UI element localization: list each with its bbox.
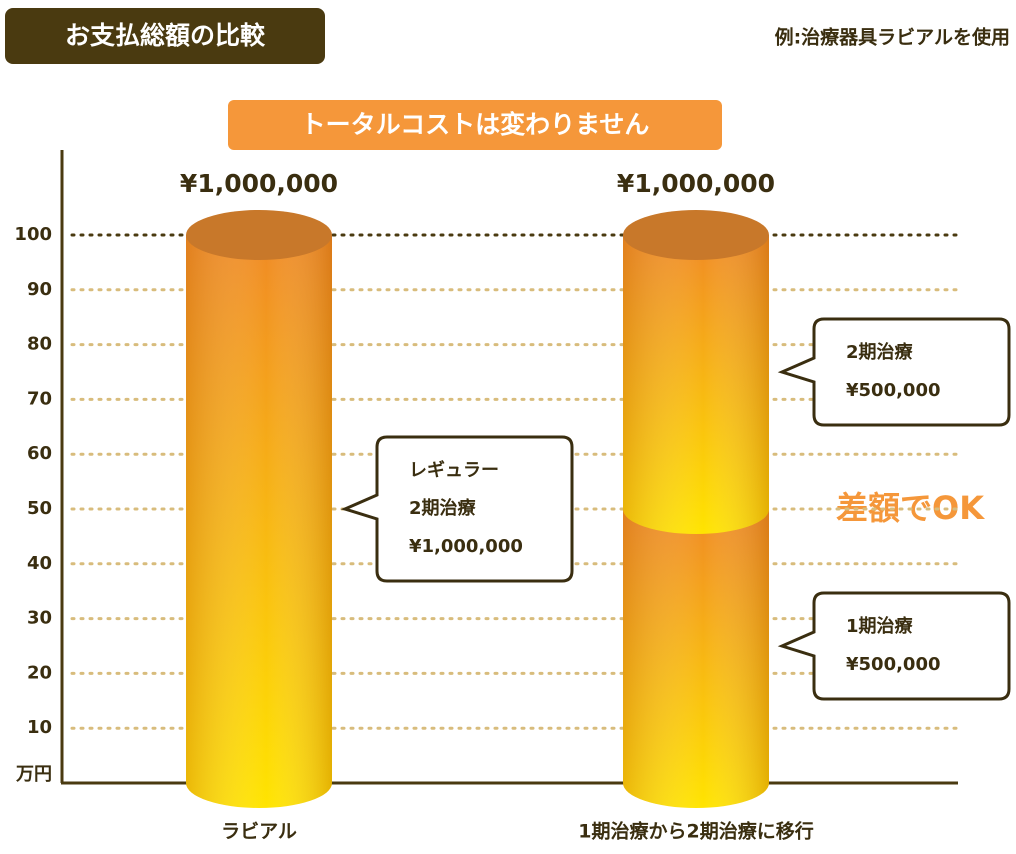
title-box [5,8,325,64]
callout-value: ¥500,000 [846,654,941,675]
callout-box [777,317,1011,427]
callout-name: 1期治療 [846,615,914,637]
banner-box [228,100,722,150]
y-tick-label: 100 [14,224,52,245]
y-tick-label: 30 [27,608,52,629]
cylinder-top [186,210,332,260]
banner: トータルコストは変わりません [301,110,650,139]
callout-value: ¥1,000,000 [409,536,523,557]
callout-box [340,435,574,583]
note: 例:治療器具ラビアルを使用 [775,26,1010,49]
total-label: ¥1,000,000 [617,169,775,198]
y-tick-label: 90 [27,279,52,300]
cylinder [186,210,332,808]
callout-value: ¥500,000 [846,380,941,401]
callout-box [777,591,1011,701]
y-tick-label: 80 [27,334,52,355]
callout-name: 2期治療 [846,341,914,363]
callout-name: レギュラー [409,460,499,481]
x-tick-label: 1期治療から2期治療に移行 [578,820,813,843]
y-tick-label: 60 [27,443,52,464]
cylinder [623,210,769,534]
y-tick-label: 20 [27,662,52,683]
y-tick-label: 10 [27,717,52,738]
y-tick-label: 50 [27,498,52,519]
x-tick-label: ラビアル [221,821,297,843]
cylinder-top [623,210,769,260]
callout-name: 2期治療 [409,497,477,519]
chart-title: お支払総額の比較 [65,21,266,50]
total-label: ¥1,000,000 [180,169,338,198]
cylinder-shade [623,235,769,534]
y-tick-label: 70 [27,388,52,409]
cylinder-shade [623,509,769,808]
cylinder-shade [186,235,332,808]
y-tick-label: 万円 [15,764,52,785]
y-tick-label: 40 [27,553,52,574]
